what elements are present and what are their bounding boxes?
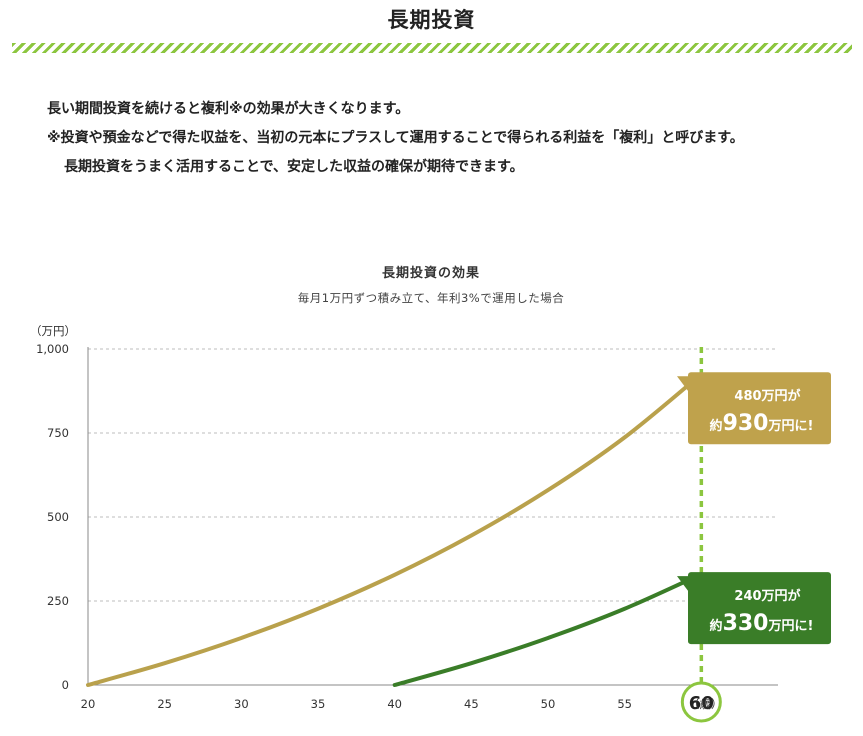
intro-paragraph: 長い期間投資を続けると複利※の効果が大きくなります。 <box>47 101 410 117</box>
callout-text-part: 万円に! <box>768 619 814 634</box>
callout-text-part: 万円に! <box>768 419 814 434</box>
callout-text-part: 330 <box>723 611 769 636</box>
compound-note: ※投資や預金などで得た収益を、当初の元本にプラスして運用することで得られる利益を… <box>47 130 744 146</box>
callout-text-part: 約 <box>710 618 723 634</box>
title-divider <box>12 43 852 53</box>
series-line-1 <box>86 372 704 687</box>
callout-box-1 <box>688 372 831 445</box>
callout-box-2 <box>688 572 831 645</box>
x-tick-label: 20 <box>81 697 96 711</box>
intro-text: 長い期間投資を続けると複利※の効果が大きくなります。 ※投資や預金などで得た収益… <box>47 95 837 182</box>
callout-line1-2: 240万円が <box>734 588 800 604</box>
y-axis-label: （万円） <box>30 324 76 338</box>
y-tick-label: 500 <box>47 510 69 524</box>
x-tick-label: 25 <box>157 697 172 711</box>
callout-line2-2: 約330万円に! <box>710 611 814 636</box>
chart-subtitle: 毎月1万円ずつ積み立て、年利3%で運用した場合 <box>298 291 564 305</box>
callout-text-part: 約 <box>710 418 723 434</box>
y-tick-label: 0 <box>62 678 69 692</box>
x-tick-label: 45 <box>464 697 479 711</box>
series-line-2 <box>392 572 704 687</box>
x-tick-label: 40 <box>387 697 402 711</box>
long-term-note: 長期投資をうまく活用することで、安定した収益の確保が期待できます。 <box>64 159 524 175</box>
x-axis-label: （歳） <box>688 697 723 711</box>
callout-pointer-2 <box>677 576 689 593</box>
callout-line2-1: 約930万円に! <box>710 411 814 436</box>
x-tick-label: 55 <box>617 697 632 711</box>
callout-line1-1: 480万円が <box>734 388 800 404</box>
x-tick-label: 30 <box>234 697 249 711</box>
page-title: 長期投資 <box>387 8 476 32</box>
y-tick-label: 250 <box>47 594 69 608</box>
age-60-label: 60 <box>689 693 714 714</box>
y-tick-label: 750 <box>47 426 69 440</box>
y-tick-label: 1,000 <box>36 342 69 356</box>
age-60-marker <box>680 681 722 723</box>
x-tick-label: 35 <box>311 697 326 711</box>
callout-pointer-1 <box>677 376 689 393</box>
chart-title: 長期投資の効果 <box>382 265 480 281</box>
x-tick-label: 50 <box>541 697 556 711</box>
callout-text-part: 930 <box>723 411 769 436</box>
